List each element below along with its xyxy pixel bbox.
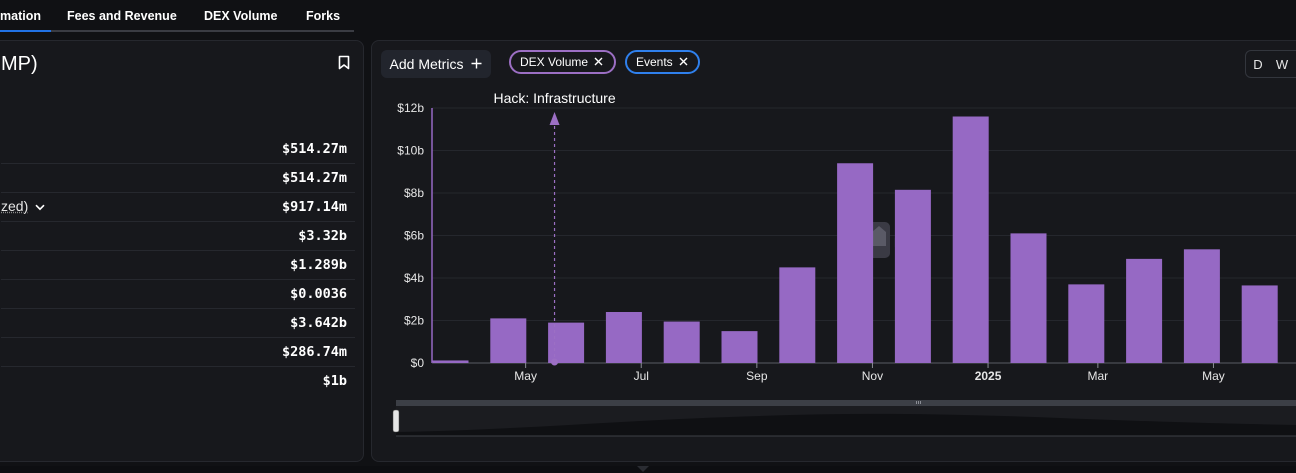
stat-label: zed) [1,198,29,214]
page-title: MP) [1,53,38,75]
metric-pill-label: Events [636,55,673,69]
stat-value: $514.27m [281,170,347,186]
tab-dex-volume[interactable]: DEX Volume [204,9,278,23]
stat-row: $514.27m [1,135,355,164]
add-metrics-label: Add Metrics [389,56,464,72]
chart-panel: Add Metrics DEX Volume Events D W [371,40,1296,462]
stat-value: $917.14m [281,199,347,215]
stat-dropdown[interactable]: zed) [1,198,45,214]
stat-row: $1.289b [1,251,355,280]
period-weekly-button[interactable]: W [1275,56,1289,72]
stat-value: $514.27m [281,141,347,157]
tab-fees-and-revenue[interactable]: Fees and Revenue [67,9,177,23]
metric-pill-label: DEX Volume [520,55,589,69]
tab-bar: mation Fees and Revenue DEX Volume Forks [0,0,354,32]
stat-value: $1b [322,373,347,389]
metric-pill-events[interactable]: Events [625,50,700,74]
stat-row: $286.74m [1,338,355,367]
stat-row: $0.0036 [1,280,355,309]
add-metrics-button[interactable]: Add Metrics [381,50,491,78]
caret-down-icon[interactable] [637,466,649,472]
metric-pill-dex-volume[interactable]: DEX Volume [509,50,616,74]
active-tab-indicator [0,30,51,32]
close-icon[interactable] [594,55,603,69]
period-daily-button[interactable]: D [1253,56,1263,72]
tabs-divider [0,30,354,32]
plus-icon [471,56,482,72]
stat-value: $0.0036 [290,286,347,302]
protocol-info-panel: MP) $514.27m $514.27m zed) $917.14m $3.3… [0,40,364,462]
stat-value: $3.32b [298,228,347,244]
stat-row: zed) $917.14m [1,193,355,222]
stat-row: $1b [1,367,355,395]
tab-information[interactable]: mation [0,9,41,23]
close-icon[interactable] [679,55,688,69]
bookmark-icon[interactable] [338,55,350,75]
stat-row: $3.32b [1,222,355,251]
stat-value: $1.289b [290,257,347,273]
stat-row: $514.27m [1,164,355,193]
period-selector: D W [1245,50,1296,78]
stat-value: $3.642b [290,315,347,331]
stat-row: $3.642b [1,309,355,338]
chevron-down-icon [35,198,45,214]
tab-forks[interactable]: Forks [306,9,341,23]
stat-value: $286.74m [281,344,347,360]
